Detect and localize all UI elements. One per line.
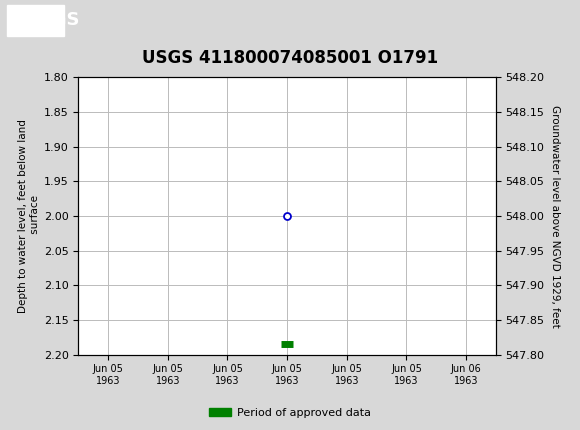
Y-axis label: Groundwater level above NGVD 1929, feet: Groundwater level above NGVD 1929, feet xyxy=(550,104,560,328)
Text: USGS 411800074085001 O1791: USGS 411800074085001 O1791 xyxy=(142,49,438,67)
FancyBboxPatch shape xyxy=(7,5,64,36)
Text: ≡USGS: ≡USGS xyxy=(9,12,79,29)
Legend: Period of approved data: Period of approved data xyxy=(205,403,375,422)
Y-axis label: Depth to water level, feet below land
 surface: Depth to water level, feet below land su… xyxy=(18,119,39,313)
